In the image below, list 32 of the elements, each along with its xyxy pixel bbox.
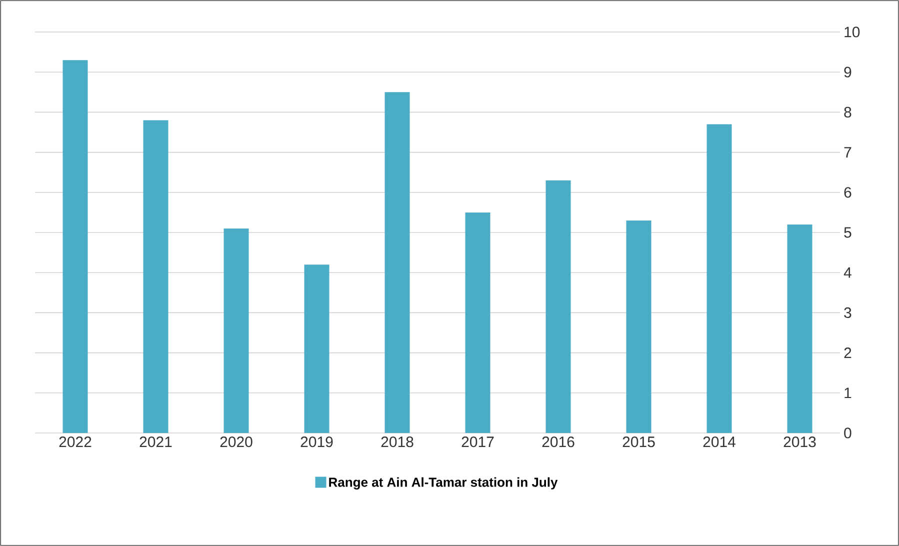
y-tick-label: 1 bbox=[844, 388, 852, 398]
x-tick-label: 2015 bbox=[622, 436, 655, 448]
y-tick-label: 9 bbox=[844, 66, 852, 78]
bar bbox=[384, 92, 410, 433]
x-tick-label: 2022 bbox=[59, 436, 92, 448]
y-tick-label: 5 bbox=[844, 227, 852, 238]
bar bbox=[143, 120, 168, 433]
x-tick-label: 2020 bbox=[220, 436, 252, 448]
bar bbox=[626, 220, 652, 433]
x-tick-label: 2018 bbox=[381, 436, 414, 448]
y-tick-label: 10 bbox=[844, 26, 860, 38]
y-tick-label: 2 bbox=[844, 348, 852, 358]
x-tick-label: 2013 bbox=[784, 436, 816, 448]
y-tick-label: 7 bbox=[844, 147, 852, 158]
x-tick-label: 2014 bbox=[703, 436, 736, 448]
y-tick-label: 3 bbox=[844, 307, 852, 318]
legend-label: Range at Ain Al-Tamar station in July bbox=[329, 477, 558, 490]
y-tick-label: 6 bbox=[844, 187, 852, 198]
x-tick-label: 2016 bbox=[542, 436, 574, 448]
bar bbox=[62, 60, 88, 433]
y-tick-label: 8 bbox=[844, 106, 852, 118]
bar bbox=[787, 224, 812, 433]
bar bbox=[546, 180, 571, 433]
bar bbox=[304, 264, 330, 433]
x-tick-label: 2021 bbox=[140, 436, 172, 448]
y-tick-label: 0 bbox=[844, 428, 852, 438]
x-tick-label: 2017 bbox=[462, 436, 494, 448]
bar bbox=[224, 228, 249, 433]
x-tick-label: 2019 bbox=[300, 436, 333, 448]
y-tick-label: 4 bbox=[844, 267, 852, 278]
bar bbox=[706, 124, 732, 433]
bar bbox=[465, 212, 490, 433]
